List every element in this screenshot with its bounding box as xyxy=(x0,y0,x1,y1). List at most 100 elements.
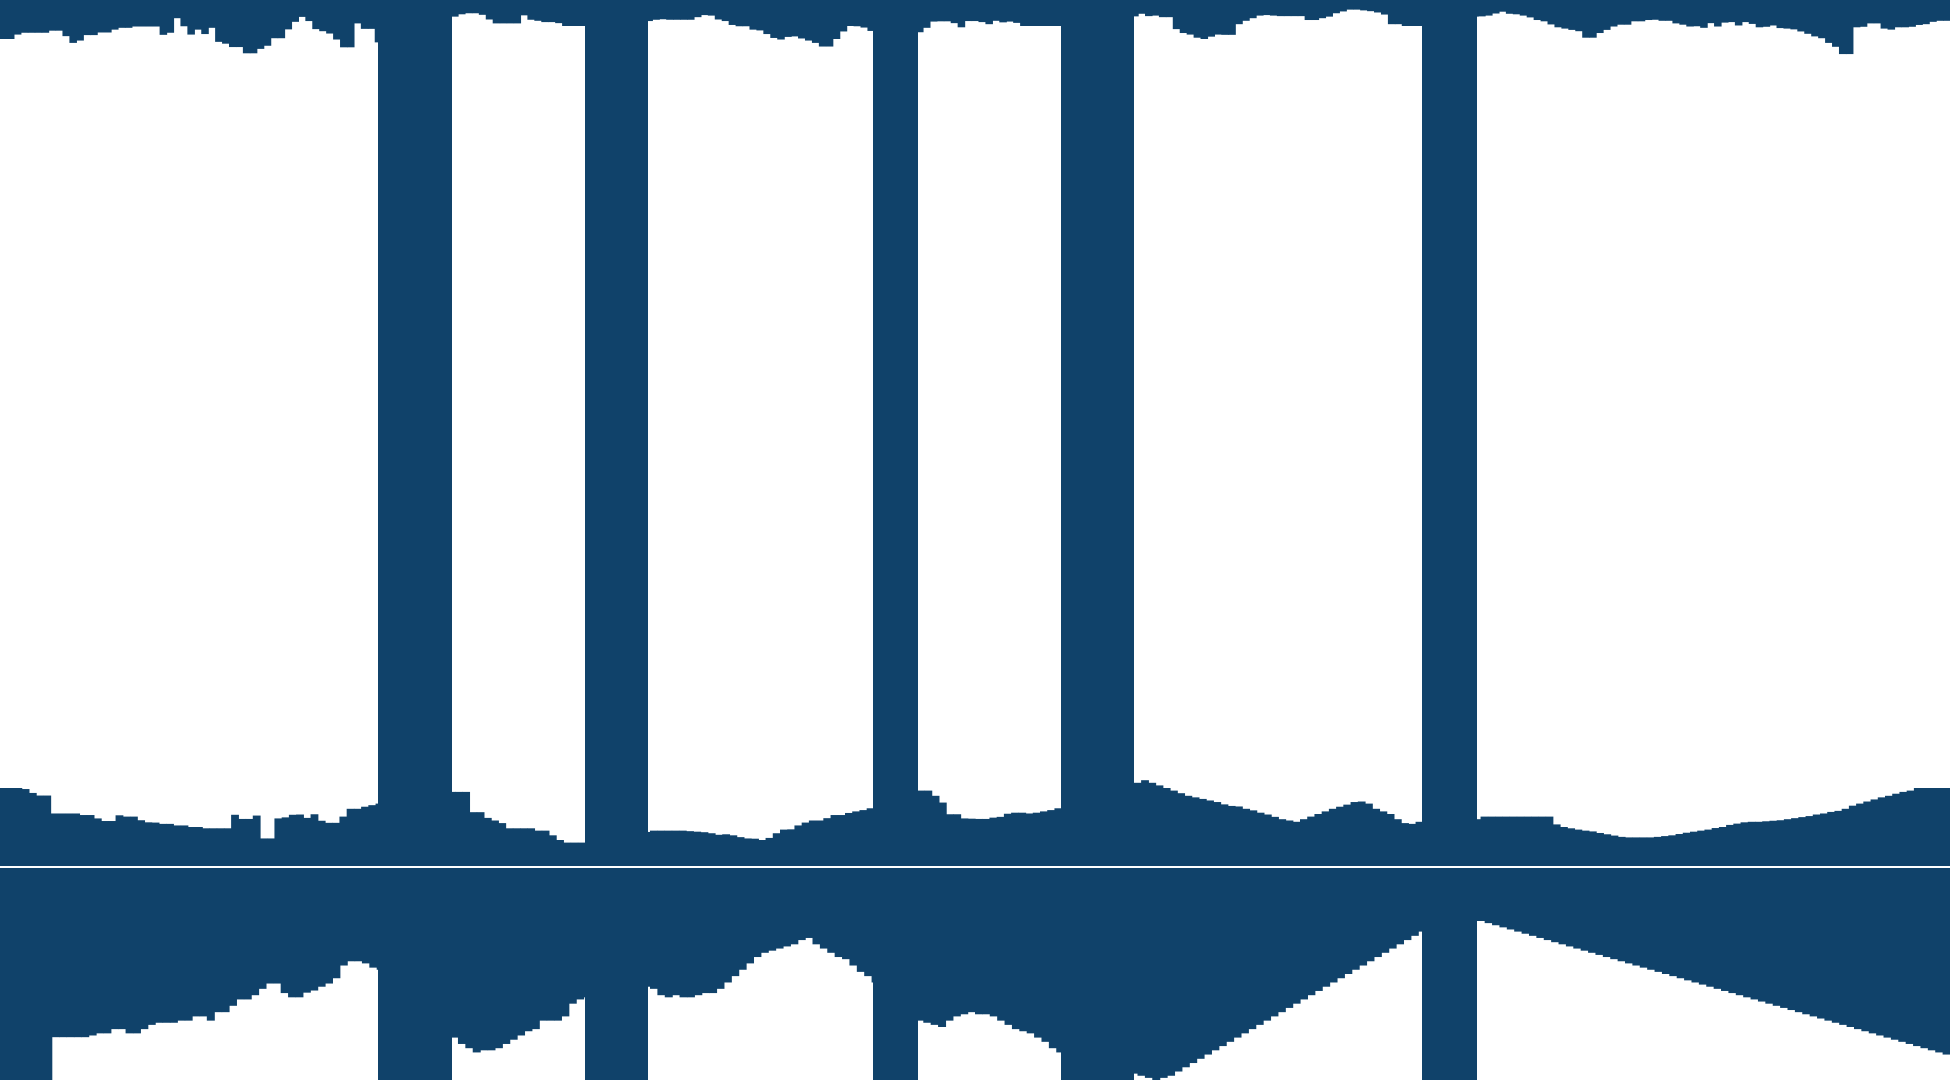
middle-bar xyxy=(982,818,991,866)
top-bar xyxy=(534,0,542,21)
bottom-bar xyxy=(827,868,836,953)
middle-bar xyxy=(1379,811,1388,866)
middle-bar xyxy=(1531,816,1539,866)
bottom-bar xyxy=(132,868,141,1034)
bottom-bar xyxy=(1743,868,1752,998)
bottom-bar xyxy=(1477,868,1486,921)
middle-bar xyxy=(1177,793,1186,866)
top-bar xyxy=(48,0,57,31)
middle-bar xyxy=(1372,808,1381,866)
middle-bar xyxy=(1690,831,1698,866)
bottom-bar xyxy=(753,868,762,958)
bottom-bar xyxy=(236,868,245,1000)
middle-bar xyxy=(1747,821,1756,866)
bottom-bar xyxy=(317,868,326,987)
middle-bar xyxy=(1704,829,1713,866)
bottom-bar xyxy=(1240,868,1249,1034)
top-bar xyxy=(305,0,313,22)
top-bar xyxy=(1297,0,1306,17)
top-bar xyxy=(201,0,209,35)
bottom-bar xyxy=(1920,868,1929,1049)
middle-bar xyxy=(693,831,702,866)
top-bar xyxy=(180,0,188,27)
middle-bar xyxy=(260,838,268,866)
bottom-bar xyxy=(664,868,673,998)
top-bar xyxy=(1547,0,1556,25)
middle-bar xyxy=(1762,821,1771,866)
top-bar xyxy=(242,0,251,54)
top-bar xyxy=(471,0,480,14)
top-bar xyxy=(784,0,792,37)
middle-bar xyxy=(1393,819,1402,866)
middle-bar xyxy=(1220,804,1229,866)
bottom-bar xyxy=(1580,868,1589,951)
middle-bar xyxy=(967,818,976,866)
bottom-bar xyxy=(1684,868,1693,981)
top-bar xyxy=(777,0,785,40)
top-bar xyxy=(208,0,216,28)
bottom-bar xyxy=(694,868,703,996)
top-bar xyxy=(194,0,202,30)
top-bar xyxy=(159,0,168,35)
bottom-bar xyxy=(997,868,1006,1021)
middle-bar xyxy=(722,834,731,866)
middle-bar xyxy=(223,828,232,866)
top-bar xyxy=(270,0,279,39)
top-bar xyxy=(652,0,660,20)
middle-bar xyxy=(931,795,940,866)
top-bar xyxy=(1582,0,1590,38)
bottom-bar xyxy=(354,868,363,962)
top-bar xyxy=(1561,0,1569,29)
top-bar xyxy=(1256,0,1264,16)
middle-bar xyxy=(1141,780,1149,866)
top-bar xyxy=(1616,0,1625,25)
middle-bar xyxy=(1848,805,1857,866)
bottom-bar xyxy=(561,868,570,1017)
top-bar xyxy=(104,0,112,33)
middle-bar xyxy=(1415,821,1424,866)
bottom-bar xyxy=(1130,868,1139,1074)
middle-bar xyxy=(288,814,297,866)
bottom-bar xyxy=(88,868,97,1036)
bottom-bar xyxy=(1514,868,1523,932)
top-bar xyxy=(478,0,487,15)
bottom-bar xyxy=(1056,868,1065,1053)
middle-bar xyxy=(368,805,377,866)
middle-bar xyxy=(1263,814,1272,866)
middle-bar xyxy=(1292,821,1301,866)
top-bar xyxy=(1679,0,1687,25)
bottom-bar xyxy=(1403,868,1412,941)
middle-bar xyxy=(1632,837,1641,866)
bottom-bar xyxy=(1661,868,1670,974)
bottom-bar xyxy=(1728,868,1737,994)
middle-bar xyxy=(866,808,875,866)
top-bar xyxy=(756,0,764,31)
top-bar xyxy=(1193,0,1202,38)
top-bar xyxy=(1276,0,1285,17)
middle-bar xyxy=(780,829,788,866)
bottom-bar xyxy=(672,868,681,996)
bottom-bar xyxy=(1314,868,1323,991)
top-bar xyxy=(1797,0,1805,32)
middle-bar xyxy=(729,835,738,866)
top-bar xyxy=(1880,0,1889,29)
middle-bar xyxy=(1523,816,1532,866)
bottom-bar xyxy=(576,868,585,1000)
middle-bar xyxy=(1133,782,1142,866)
bottom-bar xyxy=(686,868,695,998)
bottom-bar xyxy=(243,868,252,1000)
top-bar xyxy=(1887,0,1896,30)
middle-bar xyxy=(707,833,716,866)
bottom-bar xyxy=(1307,868,1316,996)
bottom-bar xyxy=(1351,868,1360,970)
middle-bar xyxy=(1646,837,1655,866)
bottom-bar xyxy=(1174,868,1183,1072)
full-height-columns xyxy=(378,0,1477,1080)
bottom-bar xyxy=(1802,868,1811,1015)
bottom-bar xyxy=(1787,868,1796,1011)
top-bar xyxy=(1790,0,1798,30)
middle-bar xyxy=(975,818,983,866)
top-bar xyxy=(187,0,195,35)
top-bar xyxy=(1387,0,1396,25)
top-bar xyxy=(846,0,855,26)
